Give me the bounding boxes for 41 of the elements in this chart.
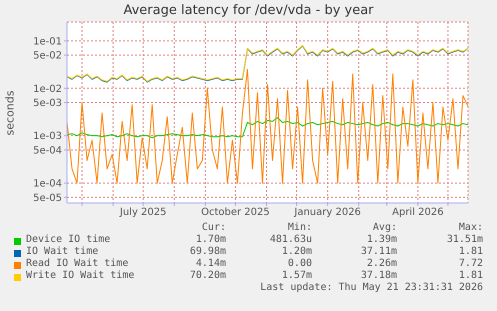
text: 1.20m (282, 246, 312, 257)
x-tick-label: April 2026 (392, 207, 444, 218)
text: 481.63u (270, 234, 312, 245)
text: 1.81 (458, 246, 483, 257)
text: 37.18m (360, 270, 397, 281)
text: 1.39m (366, 234, 397, 245)
text: 70.20m (190, 270, 226, 281)
y-tick-label: 5e-05 (33, 192, 62, 204)
x-tick-label: October 2025 (201, 207, 270, 218)
text: 4.14m (196, 258, 226, 269)
text: 1.70m (196, 234, 226, 245)
text: 1.81 (458, 270, 483, 281)
legend-label: Write IO Wait time (26, 270, 134, 281)
text: 31.51m (446, 234, 483, 245)
y-tick-label: 1e-03 (33, 131, 62, 142)
y-tick-label: 5e-02 (33, 50, 62, 62)
text: Last update: Thu May 21 23:31:31 2026 (260, 282, 483, 293)
y-axis-title: seconds (4, 90, 16, 136)
chart-title: Average latency for /dev/vda - by year (122, 3, 375, 18)
legend-label: Device IO time (26, 234, 110, 245)
text: 7.72 (458, 258, 483, 269)
text: Avg: (372, 222, 397, 233)
text: Cur: (202, 222, 226, 233)
text: Max: (458, 222, 483, 233)
text: 37.11m (360, 246, 397, 257)
text: 0.00 (288, 258, 312, 269)
line-series (67, 68, 468, 184)
text: Min: (288, 222, 312, 233)
x-tick-label: July 2025 (118, 207, 167, 218)
line-series (67, 117, 468, 138)
text: 2.26m (366, 258, 397, 269)
y-tick-label: 1e-01 (33, 36, 62, 48)
y-tick-label: 1e-02 (33, 84, 62, 95)
y-tick-label: 1e-04 (33, 178, 62, 190)
y-tick-label: 5e-03 (33, 98, 62, 110)
x-tick-label: January 2026 (293, 207, 361, 218)
text: 69.98m (190, 246, 226, 257)
legend-label: IO Wait time (26, 246, 98, 257)
text: 1.57m (282, 270, 312, 281)
legend-label: Read IO Wait time (26, 258, 128, 269)
y-tick-label: 5e-04 (33, 145, 62, 156)
